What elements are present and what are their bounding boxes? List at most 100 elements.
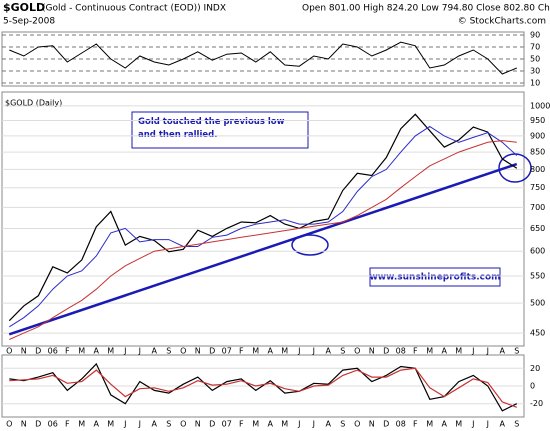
price-frame	[1, 91, 525, 347]
x-tick-label: M	[426, 420, 433, 429]
x-tick-label: A	[152, 420, 158, 429]
x-tick-label: O	[180, 347, 186, 356]
price-line	[9, 140, 517, 340]
x-tick-label: J	[123, 420, 126, 429]
x-tick-label: S	[514, 347, 519, 356]
rsi-line	[9, 41, 517, 75]
x-tick-label: J	[138, 347, 141, 356]
x-tick-label: A	[500, 420, 506, 429]
price-line	[8, 113, 518, 322]
x-tick-label: O	[354, 420, 360, 429]
x-tick-label: 07	[222, 420, 232, 429]
x-tick-label: O	[6, 420, 12, 429]
watermark: www.sunshineprofits.com	[369, 273, 500, 283]
y-tick-label: 90	[530, 31, 540, 40]
x-tick-label: M	[78, 347, 85, 356]
y-tick-label: 500	[530, 299, 545, 308]
y-tick-label: 450	[530, 329, 545, 338]
x-tick-label: J	[123, 347, 126, 356]
x-tick-label: N	[195, 347, 201, 356]
x-tick-label: F	[413, 420, 418, 429]
x-tick-label: J	[138, 420, 141, 429]
x-tick-label: D	[383, 420, 389, 429]
x-tick-label: S	[166, 420, 171, 429]
x-tick-label: M	[78, 420, 85, 429]
y-tick-label: 50	[530, 55, 540, 64]
y-tick-label: -20	[530, 399, 543, 408]
annotation-wrap: Gold touched the previous low and then r…	[138, 117, 285, 140]
x-tick-label: D	[35, 420, 41, 429]
macd-line	[9, 362, 518, 412]
x-tick-label: J	[297, 420, 300, 429]
x-tick-label: N	[21, 347, 27, 356]
y-tick-label: 30	[530, 67, 540, 76]
annotation-box	[131, 111, 309, 149]
x-tick-label: M	[281, 347, 288, 356]
panel-label: $GOLD (Daily)	[5, 99, 62, 108]
x-tick-label: S	[340, 347, 345, 356]
x-tick-label: 06	[48, 420, 58, 429]
x-tick-label: D	[209, 420, 215, 429]
x-tick-label: S	[340, 420, 345, 429]
x-tick-label: 07	[222, 347, 232, 356]
x-tick-label: N	[369, 420, 375, 429]
y-tick-label: 950	[530, 116, 545, 125]
x-tick-label: N	[369, 347, 375, 356]
x-tick-label: 08	[396, 347, 406, 356]
x-tick-label: D	[209, 347, 215, 356]
x-tick-label: O	[6, 347, 12, 356]
subtitle: (Gold - Continuous Contract (EOD)) INDX	[42, 4, 226, 14]
x-tick-label: J	[471, 420, 474, 429]
x-tick-label: A	[500, 347, 506, 356]
x-tick-label: M	[107, 420, 114, 429]
highlight-circle	[291, 234, 329, 256]
y-tick-label: 650	[530, 224, 545, 233]
y-tick-label: 1000	[530, 101, 550, 110]
x-tick-label: M	[455, 347, 462, 356]
x-tick-label: A	[94, 347, 100, 356]
x-tick-label: A	[442, 420, 448, 429]
watermark-box	[369, 267, 501, 287]
x-tick-label: F	[65, 347, 70, 356]
y-tick-label: 0	[530, 382, 535, 391]
x-tick-label: M	[455, 420, 462, 429]
trendline	[8, 162, 518, 336]
x-tick-label: M	[107, 347, 114, 356]
y-tick-label: 20	[530, 364, 540, 373]
chart-title: $GOLD	[3, 1, 45, 14]
x-tick-label: J	[486, 420, 489, 429]
date: 5-Sep-2008	[3, 17, 55, 27]
x-tick-label: J	[471, 347, 474, 356]
x-tick-label: F	[239, 347, 244, 356]
x-tick-label: D	[383, 347, 389, 356]
y-tick-label: 750	[530, 183, 545, 192]
y-tick-label: 550	[530, 271, 545, 280]
y-tick-label: 700	[530, 203, 545, 212]
y-tick-label: 800	[530, 165, 545, 174]
x-tick-label: J	[312, 420, 315, 429]
x-tick-label: A	[326, 420, 332, 429]
annotation: Gold touched the previous low and then r…	[138, 117, 285, 140]
x-tick-label: S	[166, 347, 171, 356]
x-tick-label: A	[326, 347, 332, 356]
x-tick-label: A	[152, 347, 158, 356]
y-tick-label: 600	[530, 247, 545, 256]
x-tick-label: A	[442, 347, 448, 356]
x-tick-label: J	[297, 347, 300, 356]
x-tick-label: N	[195, 420, 201, 429]
x-tick-label: F	[413, 347, 418, 356]
y-tick-label: 10	[530, 79, 540, 88]
quote: Open 801.00 High 824.20 Low 794.80 Close…	[302, 4, 550, 14]
x-tick-label: M	[281, 420, 288, 429]
x-tick-label: A	[268, 347, 274, 356]
x-tick-label: O	[180, 420, 186, 429]
y-tick-label: 900	[530, 131, 545, 140]
x-tick-label: O	[354, 347, 360, 356]
x-tick-label: 06	[48, 347, 58, 356]
x-tick-label: M	[252, 347, 259, 356]
x-tick-label: J	[312, 347, 315, 356]
y-tick-label: 850	[530, 148, 545, 157]
x-tick-label: 08	[396, 420, 406, 429]
